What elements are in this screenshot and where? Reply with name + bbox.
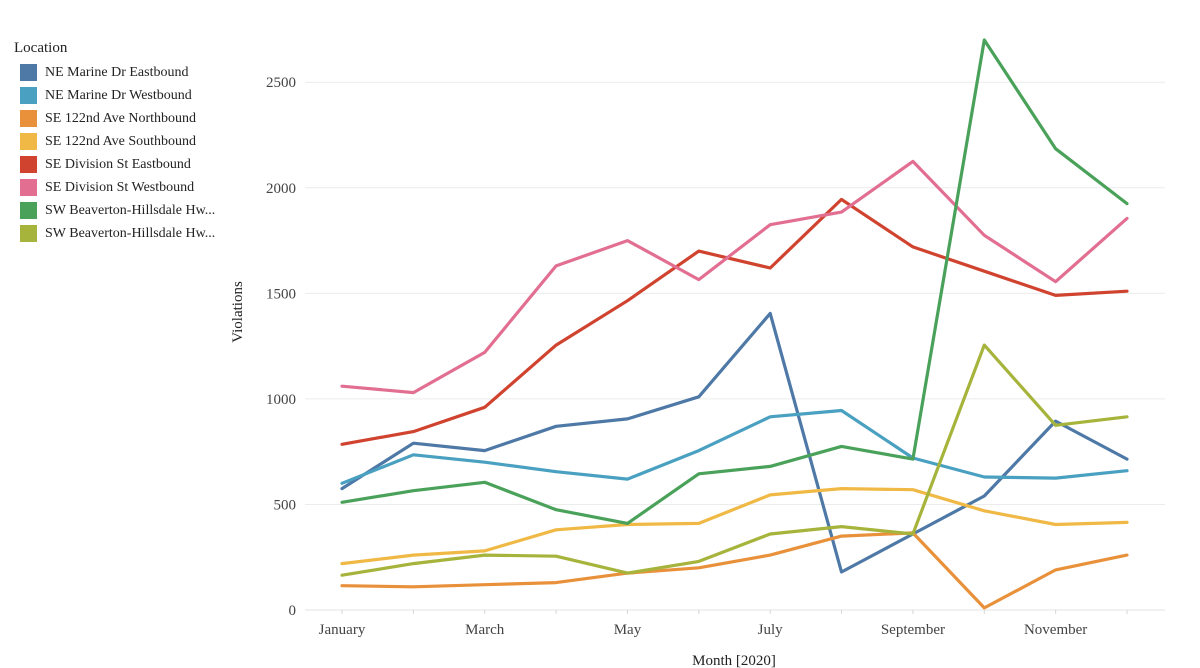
legend-label: SE 122nd Ave Southbound — [45, 133, 197, 149]
x-tick-label: March — [465, 622, 505, 638]
series-line-4 — [340, 487, 1129, 566]
series-lines — [340, 38, 1129, 610]
x-tick-label: January — [319, 622, 366, 638]
legend-item-5[interactable]: SE Division St Eastbound — [14, 153, 244, 176]
y-axis-title: Violations — [230, 281, 246, 343]
legend-item-8[interactable]: SW Beaverton-Hillsdale Hw... — [14, 222, 244, 245]
legend-swatch — [20, 87, 37, 104]
x-axis: January March May July September November — [319, 610, 1128, 638]
legend-label: SE 122nd Ave Northbound — [45, 110, 197, 126]
x-axis-title: Month [2020] — [692, 653, 776, 668]
legend-swatch — [20, 225, 37, 242]
series-line-6 — [340, 159, 1129, 395]
legend-item-4[interactable]: SE 122nd Ave Southbound — [14, 130, 244, 153]
legend-item-3[interactable]: SE 122nd Ave Northbound — [14, 107, 244, 130]
legend-items: NE Marine Dr Eastbound NE Marine Dr Westb… — [14, 61, 244, 245]
legend-title: Location — [14, 40, 68, 56]
x-tick-label: September — [881, 622, 945, 638]
legend-label: NE Marine Dr Westbound — [45, 87, 192, 103]
y-tick-label: 2500 — [266, 75, 296, 91]
gridlines — [305, 81, 1165, 611]
legend-swatch — [20, 156, 37, 173]
y-tick-label: 1500 — [266, 286, 296, 302]
legend-label: SE Division St Eastbound — [45, 156, 191, 172]
series-line-2 — [340, 408, 1129, 485]
legend-label: SE Division St Westbound — [45, 179, 195, 195]
legend-swatch — [20, 64, 37, 81]
legend-swatch — [20, 179, 37, 196]
x-tick-label: November — [1024, 622, 1087, 638]
legend-item-6[interactable]: SE Division St Westbound — [14, 176, 244, 199]
y-tick-label: 0 — [289, 603, 297, 619]
legend: Location NE Marine Dr Eastbound NE Marine… — [14, 40, 244, 245]
y-tick-label: 500 — [274, 497, 297, 513]
legend-swatch — [20, 202, 37, 219]
series-line-8 — [340, 343, 1129, 577]
series-line-7 — [340, 38, 1129, 526]
legend-swatch — [20, 133, 37, 150]
y-tick-label: 2000 — [266, 181, 296, 197]
legend-label: SW Beaverton-Hillsdale Hw... — [45, 202, 216, 218]
legend-label: NE Marine Dr Eastbound — [45, 64, 189, 80]
y-tick-label: 1000 — [266, 392, 296, 408]
legend-label: SW Beaverton-Hillsdale Hw... — [45, 225, 216, 241]
legend-swatch — [20, 110, 37, 127]
y-axis: 0 500 1000 1500 2000 2500 — [266, 75, 296, 619]
legend-item-1[interactable]: NE Marine Dr Eastbound — [14, 61, 244, 84]
x-tick-label: May — [614, 622, 642, 638]
series-line-1 — [340, 311, 1129, 574]
x-tick-label: July — [758, 622, 784, 638]
legend-item-7[interactable]: SW Beaverton-Hillsdale Hw... — [14, 199, 244, 222]
series-line-3 — [340, 531, 1129, 610]
legend-item-2[interactable]: NE Marine Dr Westbound — [14, 84, 244, 107]
series-line-5 — [340, 197, 1129, 446]
